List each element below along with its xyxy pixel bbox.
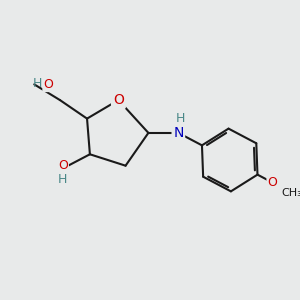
Text: CH₃: CH₃ (281, 188, 300, 198)
Text: O: O (268, 176, 278, 189)
Text: O: O (113, 93, 124, 107)
Text: H: H (176, 112, 185, 124)
Text: H: H (33, 77, 42, 90)
Text: O: O (58, 159, 68, 172)
Text: N: N (173, 126, 184, 140)
Text: O: O (44, 78, 53, 91)
Text: H: H (58, 173, 68, 187)
